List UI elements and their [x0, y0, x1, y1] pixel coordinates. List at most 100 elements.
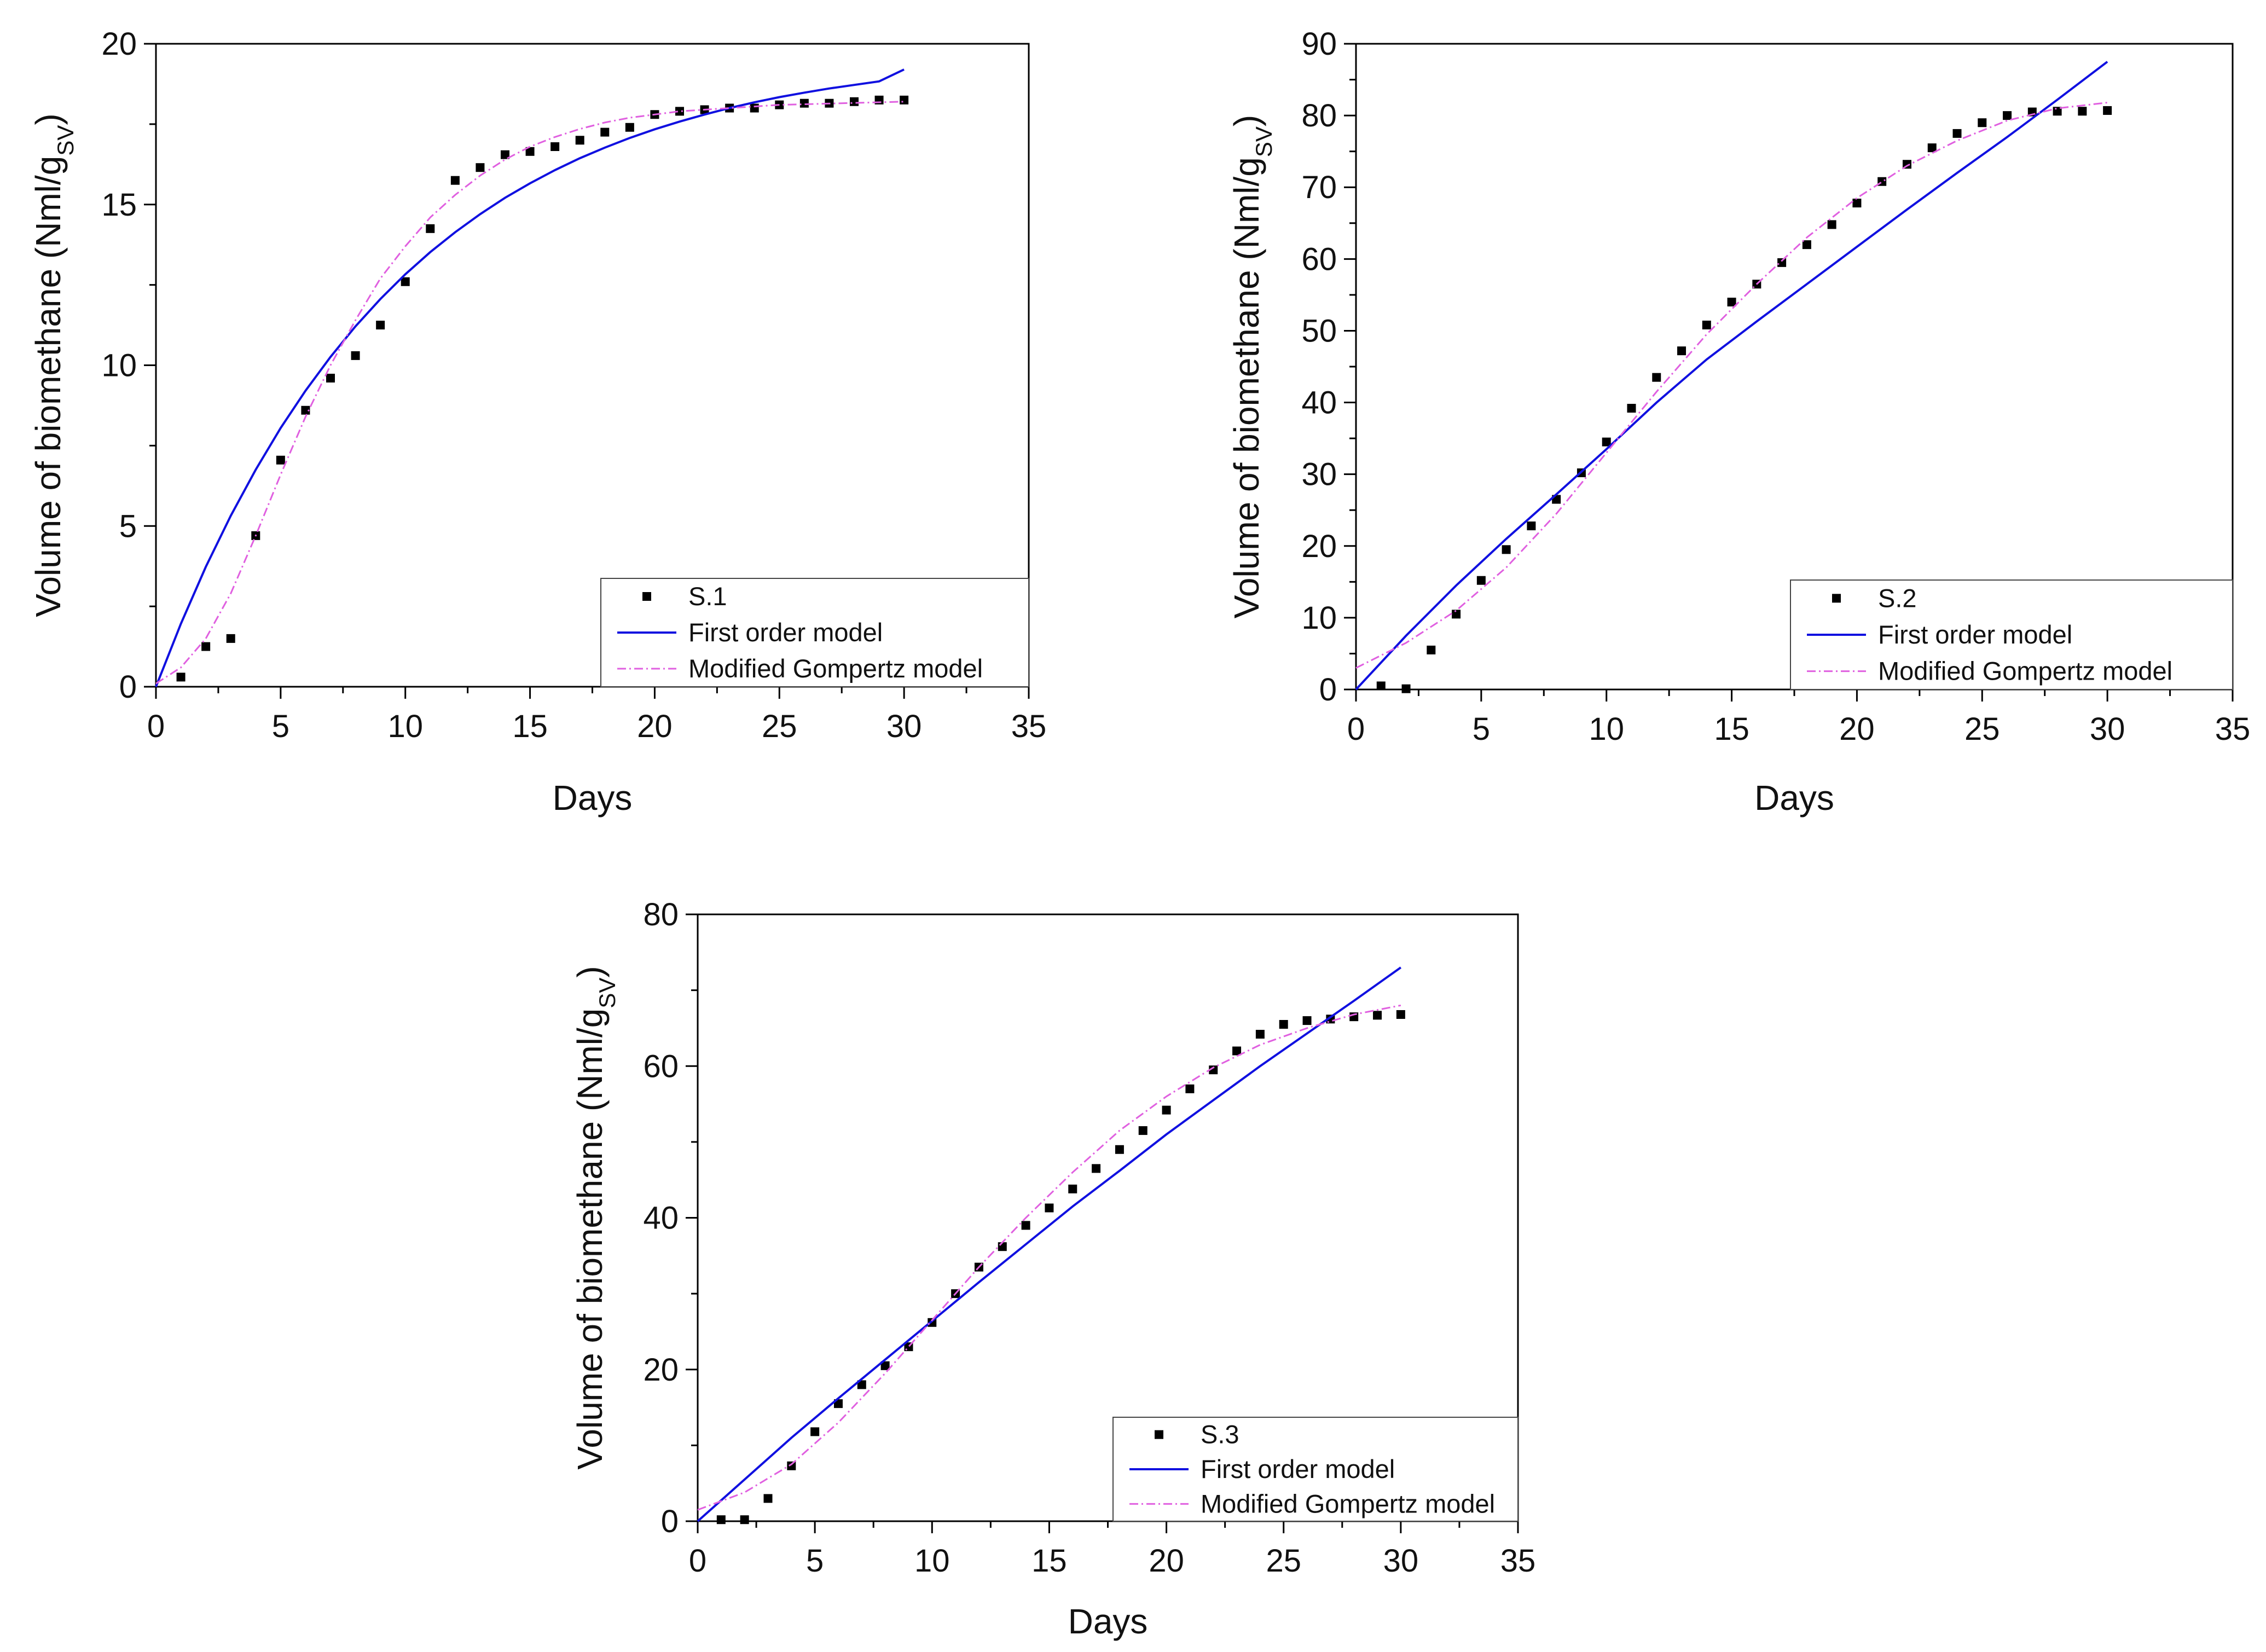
- data-point: [1727, 298, 1736, 306]
- x-tick-label: 0: [1347, 711, 1365, 747]
- y-tick-label: 10: [1301, 600, 1337, 636]
- data-point: [1827, 220, 1836, 229]
- data-point: [675, 107, 684, 116]
- data-point: [1652, 373, 1661, 382]
- data-point: [880, 1361, 890, 1370]
- x-tick-label: 0: [689, 1543, 706, 1579]
- y-tick-label: 90: [1301, 26, 1337, 62]
- data-point: [376, 321, 385, 330]
- data-point: [1185, 1084, 1195, 1093]
- legend: S.2 First order model Modified Gompertz mo…: [1790, 579, 2233, 690]
- data-point: [326, 374, 335, 382]
- y-tick-label: 50: [1301, 313, 1337, 349]
- data-point: [1427, 645, 1436, 654]
- x-tick-label: 15: [1714, 711, 1749, 747]
- data-point: [1978, 118, 1987, 127]
- y-tick-label: 60: [643, 1048, 679, 1084]
- data-point: [1021, 1221, 1030, 1230]
- y-tick-label: 40: [1301, 385, 1337, 421]
- data-point: [1279, 1020, 1288, 1029]
- x-tick-label: 5: [272, 709, 289, 744]
- y-tick-label: 80: [1301, 98, 1337, 134]
- data-point: [1702, 320, 1711, 329]
- x-tick-label: 20: [637, 709, 673, 744]
- y-tick-label: 20: [1301, 529, 1337, 564]
- data-point: [201, 642, 211, 651]
- data-point: [1068, 1184, 1077, 1193]
- data-point: [1927, 143, 1937, 153]
- x-tick-label: 10: [1589, 711, 1624, 747]
- x-axis-title: Days: [1068, 1602, 1148, 1641]
- data-point: [1777, 258, 1787, 267]
- legend-label: Modified Gompertz model: [1878, 657, 2172, 686]
- y-axis-title-close: ): [570, 966, 610, 977]
- data-point: [476, 163, 485, 172]
- data-point: [2103, 106, 2112, 115]
- data-point: [351, 351, 360, 360]
- y-axis-title: Volume of biomethane (Nml/gSV): [28, 113, 78, 617]
- data-point: [1401, 684, 1411, 693]
- y-tick-label: 20: [101, 26, 137, 62]
- x-axis-title: Days: [553, 778, 633, 818]
- data-point: [1952, 129, 1962, 138]
- x-tick-label: 30: [1383, 1543, 1419, 1579]
- data-point: [401, 277, 410, 286]
- x-tick-label: 10: [914, 1543, 950, 1579]
- data-point: [2078, 107, 2087, 116]
- y-tick-label: 0: [1319, 672, 1337, 708]
- data-point: [787, 1461, 796, 1470]
- x-tick-label: 0: [147, 709, 165, 744]
- x-tick-label: 30: [886, 709, 922, 744]
- data-point: [1602, 437, 1611, 447]
- y-axis-title-subscript: SV: [53, 125, 78, 156]
- gompertz-model-line: [155, 101, 905, 685]
- data-point: [1502, 545, 1511, 554]
- chart-s2: 0 5 10 15 20 25 30 35 0 10 20 30 40 50 60 70 80 90 Days Vol…: [1227, 26, 2250, 818]
- data-point: [276, 455, 285, 465]
- data-point: [1115, 1145, 1124, 1154]
- data-point: [2003, 111, 2012, 120]
- data-point: [850, 97, 859, 106]
- data-point: [1396, 1010, 1405, 1019]
- x-tick-label: 15: [512, 709, 548, 744]
- y-axis-title: Volume of biomethane (Nml/gSV): [570, 966, 620, 1469]
- y-tick-label: 15: [101, 187, 137, 223]
- y-tick-label: 60: [1301, 241, 1337, 277]
- data-point: [1527, 521, 1536, 531]
- data-point: [716, 1515, 726, 1525]
- data-point: [750, 103, 759, 113]
- data-point: [450, 176, 460, 185]
- y-tick-label: 10: [101, 348, 137, 384]
- x-tick-label: 10: [387, 709, 423, 744]
- y-tick-label: 40: [643, 1201, 679, 1236]
- data-point: [525, 147, 535, 156]
- data-point: [301, 405, 310, 415]
- y-tick-label: 5: [119, 508, 137, 544]
- first-order-model-line: [697, 966, 1402, 1522]
- y-tick-label: 30: [1301, 457, 1337, 492]
- data-point: [763, 1494, 773, 1503]
- data-point: [426, 224, 435, 233]
- data-point: [600, 127, 610, 137]
- data-point: [799, 98, 809, 108]
- legend-label: Modified Gompertz model: [688, 654, 983, 683]
- y-axis-title-subscript: SV: [1251, 126, 1277, 157]
- legend-label: S.1: [688, 582, 727, 611]
- x-tick-label: 25: [1964, 711, 2000, 747]
- y-axis-title-close: ): [28, 113, 68, 125]
- data-point: [176, 673, 186, 682]
- y-tick-label: 0: [119, 669, 137, 705]
- data-point: [1162, 1105, 1171, 1115]
- y-axis-title-main: Volume of biomethane (Nml/g: [570, 1008, 610, 1470]
- first-order-model-line: [155, 68, 905, 687]
- data-point: [1376, 681, 1386, 691]
- legend: S.3 First order model Modified Gompertz mo…: [1112, 1417, 1519, 1522]
- data-point: [1092, 1164, 1101, 1173]
- legend-label: First order model: [1878, 620, 2072, 649]
- legend-label: First order model: [1201, 1454, 1395, 1483]
- x-tick-label: 30: [2090, 711, 2125, 747]
- legend-point-symbol: [1155, 1430, 1163, 1439]
- data-point: [1232, 1046, 1242, 1056]
- data-point: [857, 1380, 866, 1389]
